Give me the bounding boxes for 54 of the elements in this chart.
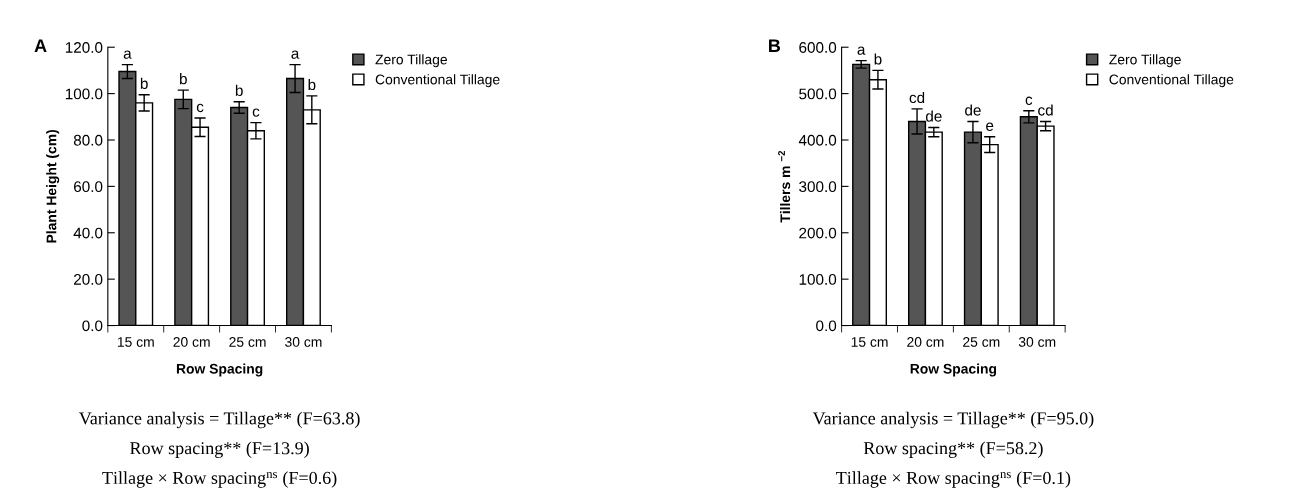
y-axis-title: Tillers m $^{−2}$ — [778, 150, 791, 223]
y-tick-label: 0.0 — [82, 320, 103, 332]
data-label: b — [874, 53, 882, 65]
data-label: c — [196, 103, 204, 113]
data-label: b — [235, 84, 243, 96]
y-tick-label: 500.0 — [799, 88, 837, 100]
data-label: cd — [909, 91, 925, 104]
x-tick-label: 25 cm — [229, 337, 266, 347]
y-tick-label: 40.0 — [73, 227, 103, 239]
y-tick-label: 300.0 — [799, 181, 837, 193]
legend-label: Zero Tillage — [1109, 54, 1181, 68]
x-tick-label: 20 cm — [907, 337, 944, 347]
text: Variance analysis = Tillage** (F=95.0) — [812, 411, 1094, 429]
data-label: cd — [1038, 104, 1053, 116]
text: Tillage × Row spacing$^{ns}$ (F=0.1) — [836, 471, 1071, 488]
y-tick-label: 80.0 — [73, 134, 103, 146]
y-axis-title: Plant Height (cm) — [46, 129, 60, 243]
data-label: b — [180, 73, 187, 85]
data-label: e — [986, 122, 994, 131]
x-tick-label: 25 cm — [963, 337, 1000, 347]
legend-label: Conventional Tillage — [1109, 74, 1234, 88]
chart-title: A — [34, 39, 47, 52]
data-label: de — [925, 110, 942, 122]
x-tick-label: 20 cm — [173, 337, 210, 347]
text: Row spacing** (F=58.2) — [863, 441, 1043, 458]
text: Variance analysis = Tillage** (F=63.8) — [78, 411, 360, 429]
data-label: a — [857, 46, 866, 55]
y-tick-label: 200.0 — [799, 227, 837, 239]
x-tick-label: 30 cm — [285, 337, 322, 347]
data-label: a — [123, 50, 132, 59]
text: Row spacing** (F=13.9) — [130, 441, 309, 458]
x-axis-title: Row Spacing — [910, 363, 997, 377]
y-tick-label: 100.0 — [799, 274, 837, 285]
x-tick-label: 30 cm — [1018, 337, 1056, 347]
data-label: c — [252, 108, 260, 117]
chart-title: B — [769, 39, 781, 52]
y-tick-label: 400.0 — [798, 134, 837, 146]
data-label: b — [308, 78, 316, 91]
x-tick-label: 15 cm — [851, 337, 888, 347]
data-label: de — [965, 104, 981, 116]
x-axis-title: Row Spacing — [176, 363, 263, 377]
y-tick-label: 600.0 — [799, 42, 837, 53]
y-tick-label: 100.0 — [65, 88, 103, 100]
y-tick-label: 120.0 — [65, 42, 103, 53]
text: Tillage × Row spacing$^{ns}$ (F=0.6) — [102, 471, 337, 488]
y-tick-label: 0.0 — [816, 320, 837, 332]
legend-label: Zero Tillage — [375, 54, 447, 68]
data-label: b — [140, 77, 148, 89]
y-tick-label: 20.0 — [74, 274, 103, 285]
data-label: a — [291, 50, 300, 59]
y-tick-label: 60.0 — [74, 181, 103, 193]
data-label: c — [1025, 96, 1033, 105]
legend-label: Conventional Tillage — [375, 74, 500, 88]
x-tick-label: 15 cm — [117, 337, 154, 347]
